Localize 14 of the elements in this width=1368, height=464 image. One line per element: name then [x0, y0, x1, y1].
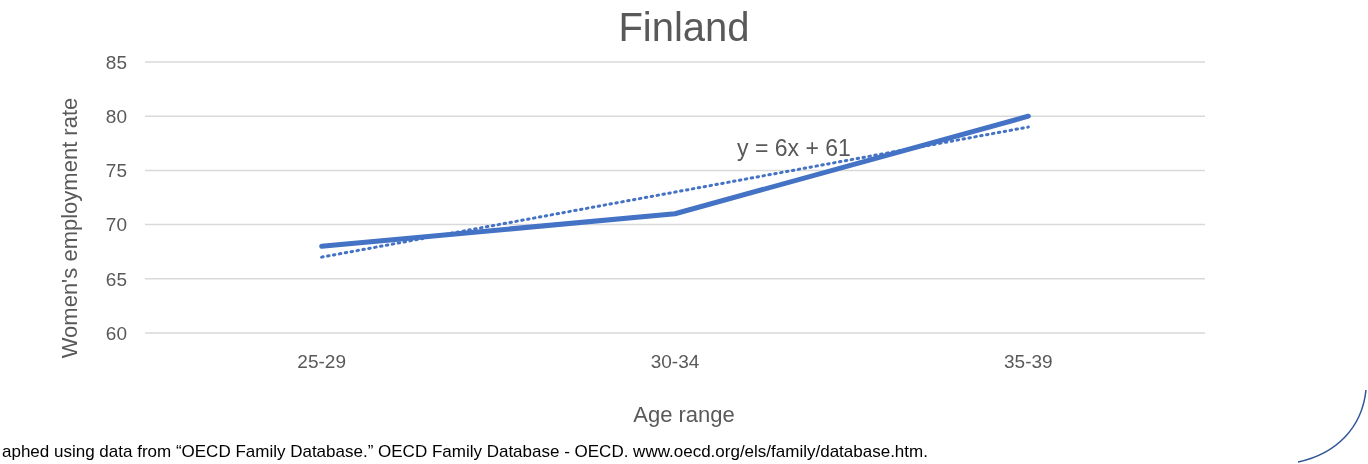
- text: aphed using data from “OECD Family Database.” OECD Family Database - OECD. www.oecd.org/els/family/database.htm.: [2, 442, 928, 462]
- y-tick-label: 70: [105, 214, 127, 236]
- chart-title: Finland: [618, 5, 750, 49]
- y-tick-label: 65: [105, 268, 127, 290]
- y-tick-label: 60: [105, 322, 127, 344]
- x-axis-title: Age range: [632, 402, 736, 428]
- y-axis-title: Women's employment rate: [57, 97, 83, 359]
- annotation: y = 6x + 61: [737, 135, 851, 162]
- x-tick-label: 35-39: [1004, 351, 1053, 373]
- x-tick-label: 30-34: [650, 351, 700, 373]
- x-tick-label: 25-29: [297, 351, 346, 373]
- y-tick-label: 85: [105, 51, 127, 73]
- y-tick-label: 80: [105, 105, 127, 127]
- y-tick-label: 75: [105, 160, 127, 182]
